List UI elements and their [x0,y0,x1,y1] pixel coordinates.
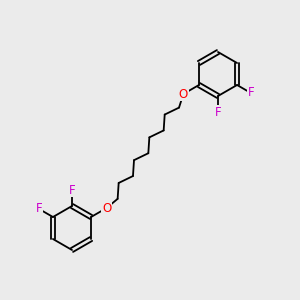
Text: F: F [69,184,75,196]
Text: F: F [36,202,42,215]
Text: O: O [102,202,111,214]
Text: O: O [179,88,188,100]
Text: F: F [248,86,254,100]
Text: F: F [215,106,221,118]
